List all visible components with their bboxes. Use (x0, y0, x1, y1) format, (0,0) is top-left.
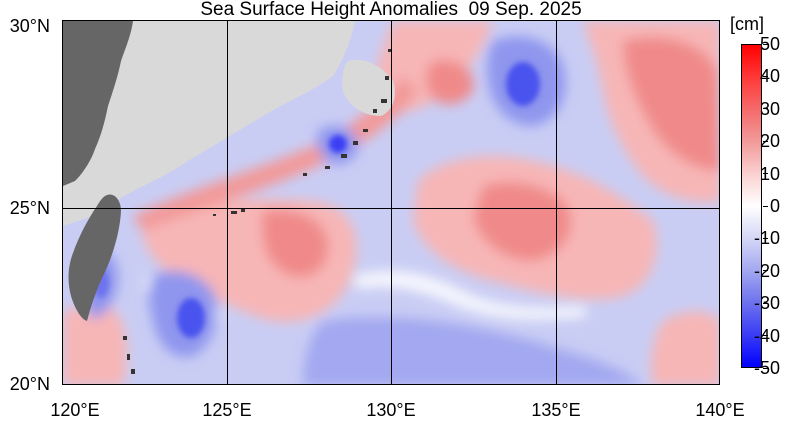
colorbar-tick-label: 40 (759, 66, 780, 87)
lon-label-140e: 140°E (695, 400, 745, 420)
colorbar-tick (763, 367, 768, 369)
graticule (63, 21, 719, 384)
land-china-coast (63, 21, 133, 186)
colorbar-tick (763, 173, 768, 175)
colorbar-tick (763, 205, 768, 207)
ryukyu-islands (123, 49, 391, 374)
positive-anomaly-northeast-core (623, 37, 719, 171)
colorbar-tick-label: -30 (753, 293, 780, 314)
positive-anomaly-southwest (63, 301, 127, 384)
map-title: Sea Surface Height Anomalies 09 Sep. 202… (200, 0, 582, 20)
colorbar (741, 44, 762, 368)
colorbar-unit: [cm] (730, 14, 764, 34)
colorbar-tick-label: -40 (753, 325, 780, 346)
positive-anomaly-central-core (473, 182, 572, 261)
anomaly-field (63, 21, 719, 384)
colorbar-tick (763, 335, 768, 337)
lon-label-125e: 125°E (202, 400, 252, 420)
colorbar-tick-label: -50 (753, 358, 780, 378)
lat-label-20n: 20°N (9, 374, 50, 394)
positive-anomaly-southeast (651, 311, 719, 384)
colorbar-tick (763, 43, 768, 45)
positive-anomaly-north-core (425, 60, 474, 105)
colorbar-tick-label: 30 (759, 98, 780, 119)
colorbar-tick-label: 0 (769, 196, 780, 216)
colorbar-tick-label: 10 (759, 163, 780, 184)
lon-label-120e: 120°E (50, 400, 100, 420)
colorbar-tick-label: -10 (753, 228, 780, 249)
colorbar-tick (763, 75, 768, 77)
lat-label-30n: 30°N (9, 16, 50, 36)
colorbar-tick-label: 20 (759, 131, 780, 152)
land-mask (63, 21, 355, 226)
anomaly-cores (93, 62, 540, 338)
lon-label-130e: 130°E (366, 400, 416, 420)
colorbar-tick-label: -20 (753, 260, 780, 281)
lat-label-25n: 25°N (9, 198, 50, 218)
lon-label-135e: 135°E (531, 400, 581, 420)
negative-core-west (177, 298, 205, 338)
colorbar-tick-label: 50 (759, 34, 780, 54)
near-zero-band (353, 271, 588, 320)
ssh-anomaly-map (62, 20, 720, 385)
positive-anomaly-west-core (262, 209, 329, 277)
land-taiwan (68, 194, 121, 321)
colorbar-tick (763, 302, 768, 304)
negative-core-north (506, 62, 540, 106)
colorbar-tick (763, 237, 768, 239)
colorbar-tick (763, 140, 768, 142)
colorbar-tick (763, 108, 768, 110)
negative-core-ryukyu (329, 135, 347, 153)
positive-anomaly-kuroshio-band (133, 76, 418, 231)
colorbar-tick (763, 270, 768, 272)
